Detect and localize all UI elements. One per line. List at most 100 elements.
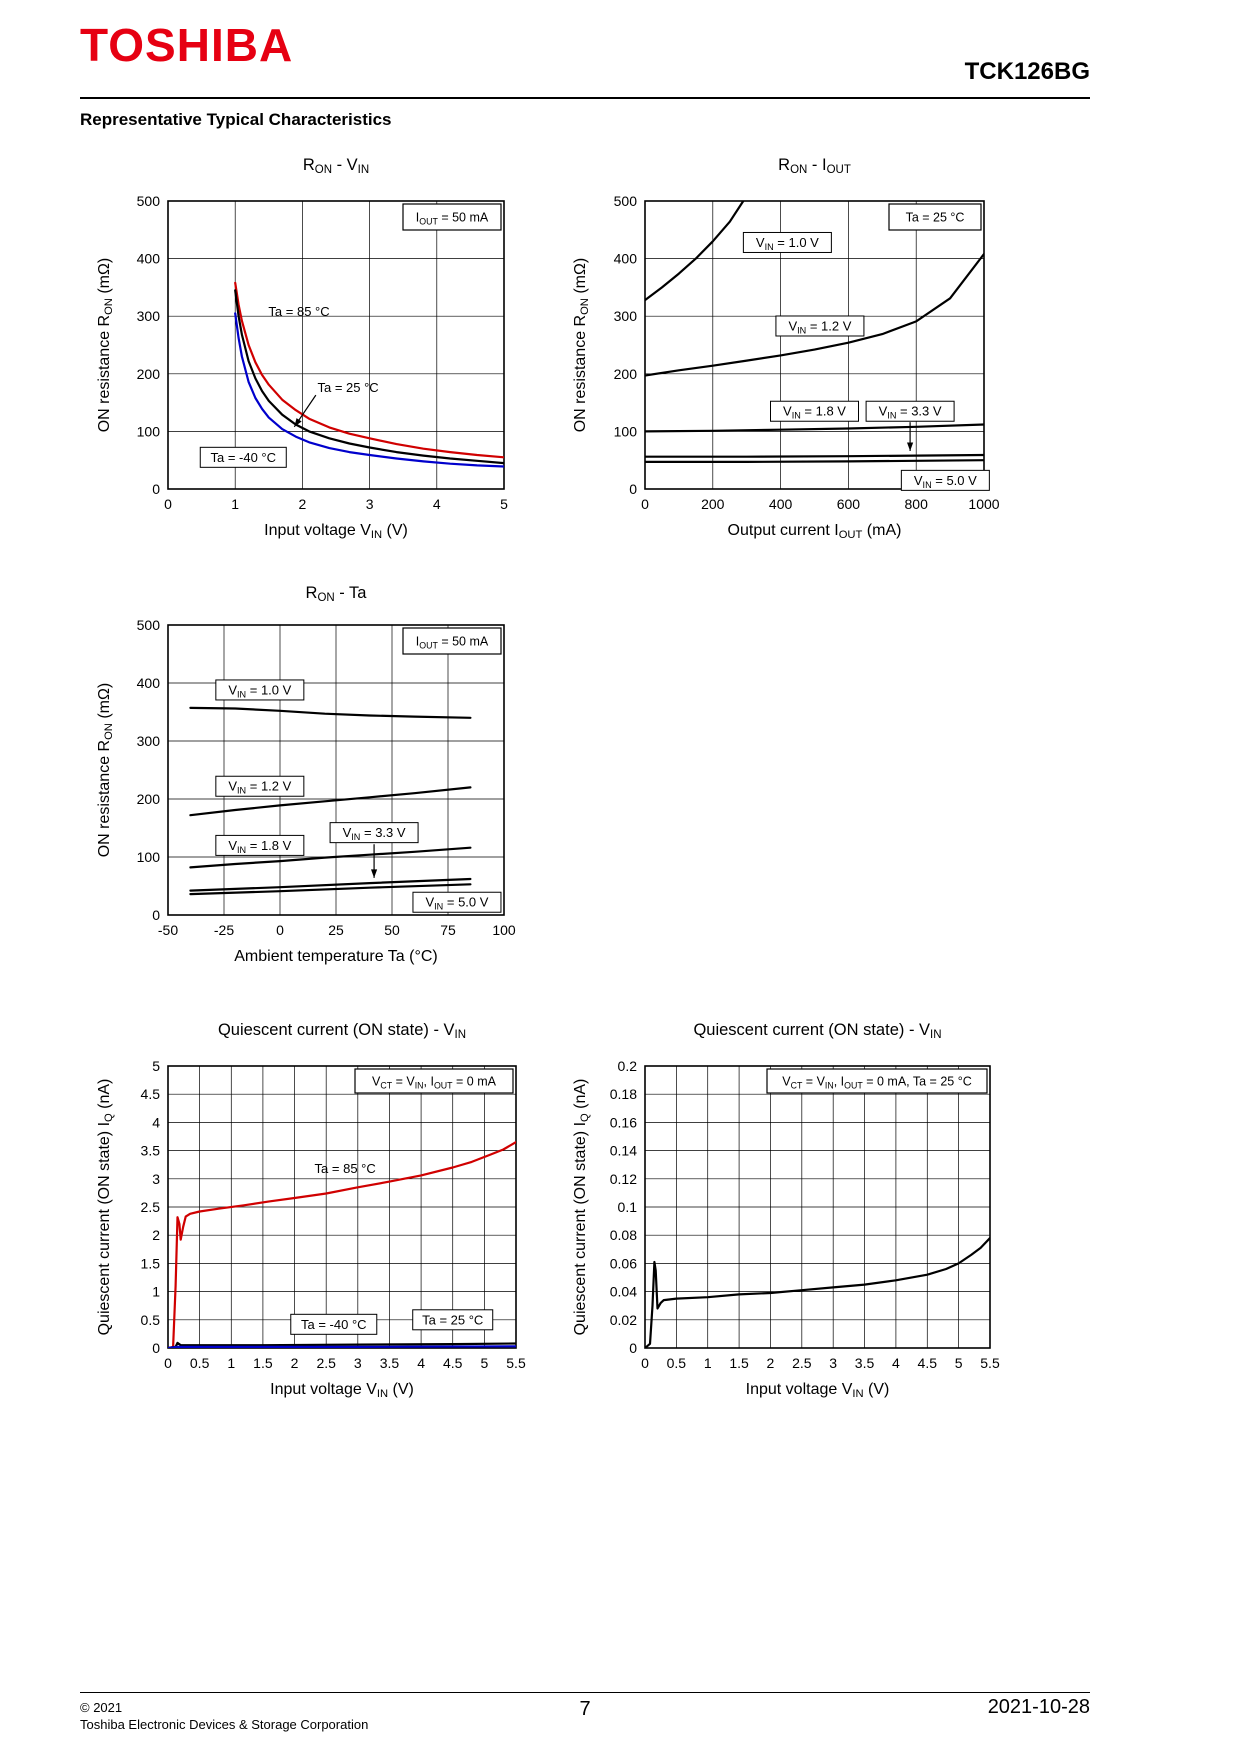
x-tick-label: 800: [905, 496, 929, 512]
y-tick-label: 1.5: [141, 1255, 161, 1271]
x-tick-label: 0: [641, 496, 649, 512]
x-axis-label: Output current IOUT (mA): [728, 522, 902, 541]
annotation-label: Ta = 85 °C: [268, 304, 329, 319]
x-tick-label: 2: [299, 496, 307, 512]
chart-title: RON - VIN: [303, 156, 369, 176]
y-tick-label: 0.14: [610, 1143, 637, 1159]
x-axis-label: Ambient temperature Ta (°C): [234, 948, 438, 965]
x-tick-label: 4: [433, 496, 441, 512]
x-tick-label: 0: [641, 1355, 649, 1371]
x-tick-label: 3.5: [855, 1355, 875, 1371]
y-tick-label: 0: [629, 1340, 637, 1356]
x-tick-label: 1: [227, 1355, 235, 1371]
annotation-label: VIN = 1.8 V: [783, 404, 846, 421]
annotation-label: VIN = 1.2 V: [788, 318, 851, 335]
y-tick-label: 0.18: [610, 1086, 637, 1102]
series-line: [189, 786, 472, 817]
y-tick-label: 200: [137, 791, 161, 807]
y-axis-label: Quiescent current (ON state) IQ (nA): [96, 1079, 115, 1336]
series-line: [645, 1236, 990, 1348]
annotation-box: [775, 315, 865, 337]
legend-text: VCT = VIN, IOUT = 0 mA, Ta = 25 °C: [782, 1075, 971, 1091]
annotation-box: [215, 834, 305, 856]
series-line: [645, 453, 984, 458]
x-tick-label: 4: [892, 1355, 900, 1371]
annotation-label: VIN = 1.0 V: [228, 682, 291, 699]
legend-text: Ta = 25 °C: [906, 211, 965, 225]
y-tick-label: 0: [152, 1340, 160, 1356]
series-line: [168, 1341, 516, 1348]
annotation-box: [199, 446, 287, 468]
y-tick-label: 0.02: [610, 1312, 637, 1328]
x-tick-label: 50: [384, 922, 400, 938]
x-tick-label: 75: [440, 922, 456, 938]
legend-box: [402, 203, 502, 231]
footer-company: Toshiba Electronic Devices & Storage Cor…: [80, 1717, 369, 1732]
y-tick-label: 300: [137, 308, 161, 324]
annotation-label: VIN = 5.0 V: [425, 895, 488, 912]
x-tick-label: 3: [366, 496, 374, 512]
annotation-label: VIN = 3.3 V: [343, 825, 406, 842]
y-tick-label: 4.5: [141, 1086, 161, 1102]
y-tick-label: 2: [152, 1227, 160, 1243]
legend-text: VCT = VIN, IOUT = 0 mA: [372, 1075, 497, 1091]
annotation-box: [412, 1309, 494, 1331]
x-axis-label: Input voltage VIN (V): [270, 1381, 414, 1400]
chart-ron-iout: 0 200 400 600 800 1000 0 100 200 300 400 500 RON - I…: [572, 156, 1000, 541]
legend-box: [888, 203, 982, 231]
y-tick-label: 100: [137, 849, 161, 865]
x-axis-label: Input voltage VIN (V): [746, 1381, 890, 1400]
y-tick-label: 0.16: [610, 1114, 637, 1130]
y-tick-label: 0.04: [610, 1284, 637, 1300]
annotation-label: Ta = 85 °C: [315, 1161, 376, 1176]
legend-box: [402, 627, 502, 655]
x-tick-label: 1: [704, 1355, 712, 1371]
annotation-label: Ta = 25 °C: [317, 380, 378, 395]
annotation-box: [865, 400, 955, 422]
y-tick-label: 0.12: [610, 1171, 637, 1187]
x-tick-label: 5: [500, 496, 508, 512]
chart-ron-vin: 0 1 2 3 4 5 0 100 200 300 400 500 RON - VIN Input vol…: [96, 156, 508, 541]
annotation-arrow-head: [294, 418, 302, 427]
y-axis-label: ON resistance RON (mΩ): [572, 258, 591, 433]
page-number: 7: [579, 1698, 591, 1720]
y-axis-label: ON resistance RON (mΩ): [96, 258, 115, 433]
legend-text: IOUT = 50 mA: [416, 211, 489, 227]
y-tick-label: 3: [152, 1171, 160, 1187]
y-tick-label: 5: [152, 1058, 160, 1074]
series-line: [189, 706, 472, 719]
series-line: [645, 201, 745, 302]
y-tick-label: 0.5: [141, 1312, 161, 1328]
x-tick-label: 0: [164, 496, 172, 512]
series-line: [189, 846, 472, 869]
y-tick-label: 0.2: [618, 1058, 638, 1074]
x-tick-label: 25: [328, 922, 344, 938]
toshiba-logo: TOSHIBA: [80, 19, 294, 71]
part-number: TCK126BG: [964, 58, 1090, 85]
x-tick-label: 1: [231, 496, 239, 512]
plot-border: [167, 200, 505, 490]
y-tick-label: 500: [137, 193, 161, 209]
x-tick-label: 2.5: [316, 1355, 336, 1371]
x-tick-label: 200: [701, 496, 725, 512]
series-line: [234, 312, 504, 468]
y-tick-label: 0: [152, 481, 160, 497]
annotation-label: Ta = 25 °C: [422, 1312, 483, 1327]
x-tick-label: 4.5: [443, 1355, 463, 1371]
chart-ron-ta: -50 -25 0 25 50 75 100 0 100 200 300 400 500 RON - Ta…: [96, 584, 516, 965]
y-tick-label: 0.08: [610, 1227, 637, 1243]
annotation-box: [329, 822, 419, 844]
x-tick-label: 5.5: [506, 1355, 526, 1371]
annotation-label: VIN = 5.0 V: [914, 473, 977, 490]
x-tick-label: 3.5: [380, 1355, 400, 1371]
footer-rule: [80, 1692, 1090, 1693]
series-line: [234, 289, 504, 465]
y-tick-label: 500: [614, 193, 638, 209]
annotation-label: VIN = 1.0 V: [756, 235, 819, 252]
annotation-label: Ta = -40 °C: [210, 450, 276, 465]
y-tick-label: 200: [137, 366, 161, 382]
annotation-box: [412, 891, 502, 913]
series-line: [189, 877, 472, 892]
chart-title: RON - Ta: [306, 584, 368, 604]
x-tick-label: 3: [354, 1355, 362, 1371]
